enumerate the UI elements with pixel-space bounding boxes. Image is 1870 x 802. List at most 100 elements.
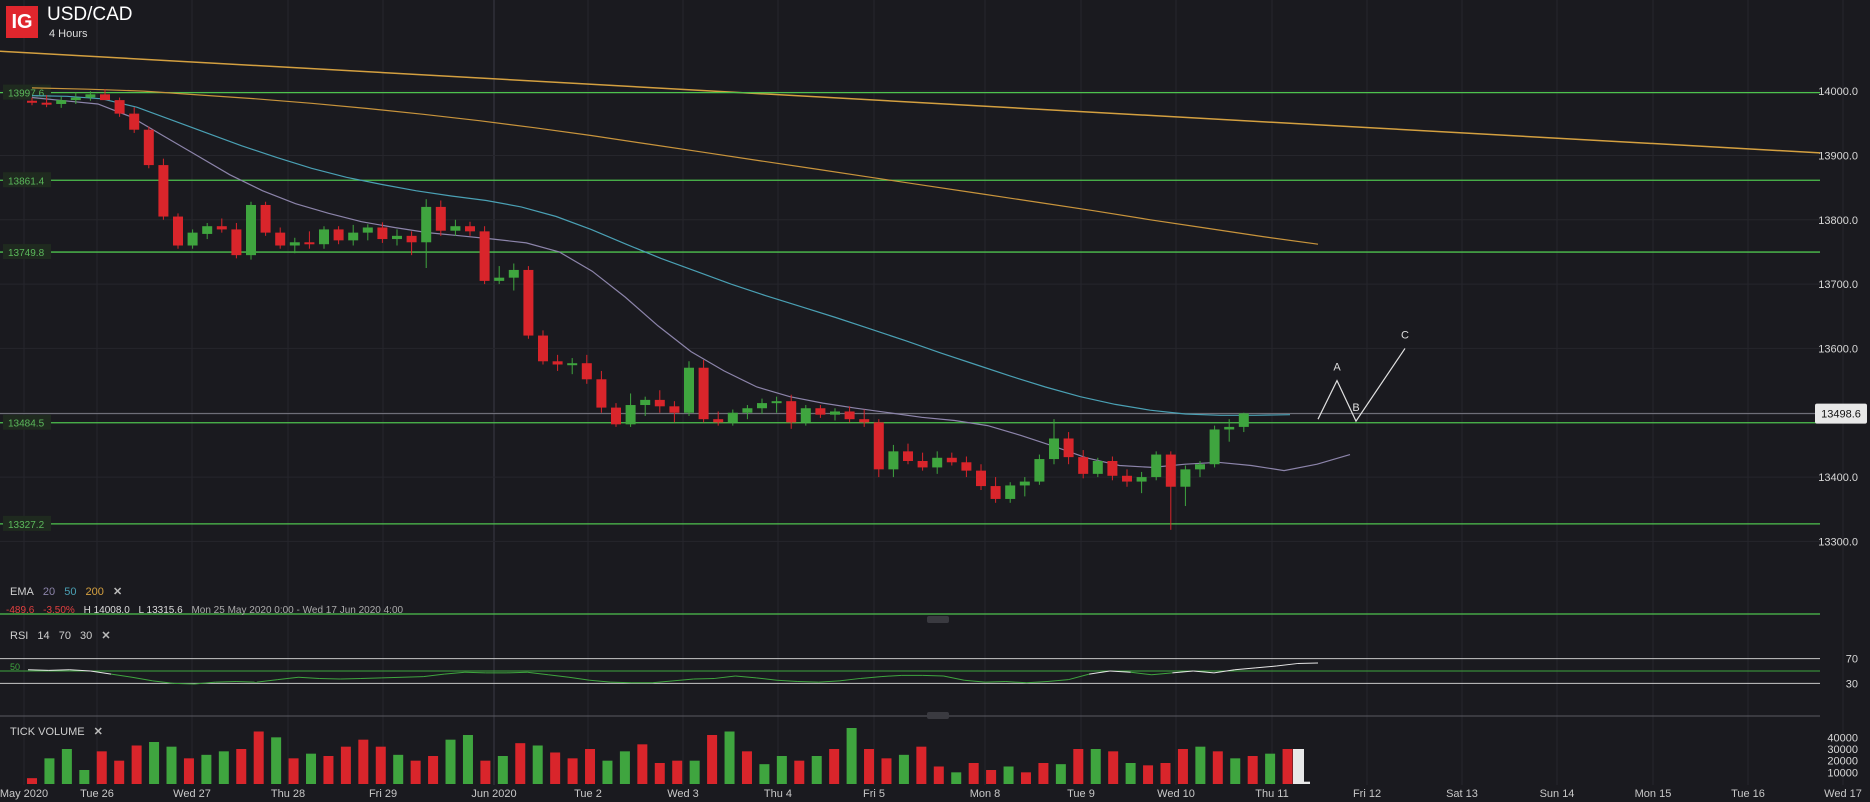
volume-bar bbox=[236, 749, 247, 784]
change-value: -489.6 bbox=[6, 605, 35, 616]
x-axis-label: Tue 2 bbox=[574, 788, 602, 800]
ema-close-icon[interactable]: ✕ bbox=[112, 586, 123, 598]
rsi-line-segment bbox=[277, 676, 299, 681]
volume-label: TICK VOLUME bbox=[10, 726, 85, 738]
rsi-period: 14 bbox=[37, 630, 50, 642]
candle bbox=[333, 229, 344, 241]
rsi-line-segment bbox=[298, 676, 320, 679]
volume-bar bbox=[445, 739, 456, 784]
level-tag bbox=[3, 515, 51, 531]
candle bbox=[100, 94, 110, 101]
volume-bar bbox=[410, 760, 421, 784]
rsi-line-segment bbox=[236, 681, 257, 683]
rsi-close-icon[interactable]: ✕ bbox=[101, 630, 111, 642]
candle bbox=[625, 405, 636, 425]
volume-bar bbox=[27, 778, 37, 784]
rsi-line-segment bbox=[548, 674, 570, 678]
ema-label: EMA bbox=[10, 586, 34, 598]
rsi-line-segment bbox=[1026, 681, 1048, 684]
rsi-line-segment bbox=[1089, 670, 1111, 675]
rsi-line-segment bbox=[464, 671, 486, 674]
rsi-line-segment bbox=[1297, 662, 1319, 665]
candle bbox=[1151, 454, 1162, 478]
volume-tick-label: 30000 bbox=[1827, 744, 1858, 756]
candle bbox=[844, 411, 855, 420]
rsi-line-segment bbox=[818, 680, 840, 683]
rsi-line-segment bbox=[27, 669, 49, 671]
volume-bar bbox=[306, 753, 317, 784]
candle bbox=[319, 229, 329, 245]
x-axis-label: Wed 17 bbox=[1824, 788, 1862, 800]
rsi-line-segment bbox=[444, 671, 465, 675]
volume-bar bbox=[131, 745, 142, 784]
rsi-line-segment bbox=[360, 677, 382, 679]
rsi-line-segment bbox=[1213, 669, 1235, 674]
panel-resize-handle bbox=[927, 712, 949, 719]
candle bbox=[246, 204, 256, 256]
level-label: 13484.5 bbox=[8, 419, 45, 430]
volume-bar bbox=[846, 728, 857, 784]
volume-bar bbox=[619, 751, 630, 784]
wave-label: A bbox=[1333, 362, 1341, 374]
volume-bar bbox=[1038, 763, 1049, 784]
volume-bar bbox=[1300, 781, 1310, 784]
level-label: 13749.8 bbox=[8, 248, 45, 259]
rsi-label: RSI bbox=[10, 630, 29, 642]
level-tag bbox=[3, 244, 51, 260]
candle bbox=[713, 419, 724, 423]
candle bbox=[976, 470, 986, 487]
x-axis-label: Mon 8 bbox=[970, 788, 1001, 800]
candle bbox=[1107, 460, 1118, 476]
rsi-line-segment bbox=[256, 679, 278, 683]
volume-close-icon[interactable]: ✕ bbox=[93, 726, 103, 738]
volume-bar bbox=[1177, 749, 1188, 784]
volume-bar bbox=[724, 731, 735, 784]
volume-bar bbox=[898, 754, 909, 784]
rsi-line-segment bbox=[1255, 665, 1277, 669]
volume-bar bbox=[96, 751, 107, 784]
candle bbox=[377, 227, 388, 240]
volume-bar bbox=[532, 745, 543, 784]
volume-bar bbox=[916, 746, 927, 784]
candle bbox=[859, 419, 870, 423]
candle bbox=[435, 206, 446, 231]
volume-bar bbox=[567, 758, 578, 784]
candle bbox=[742, 408, 753, 413]
volume-tick-label: 40000 bbox=[1827, 732, 1858, 744]
low-value: L 13315.6 bbox=[138, 605, 183, 616]
candle bbox=[304, 242, 315, 245]
x-axis-label: May 2020 bbox=[0, 788, 48, 800]
wave-label: C bbox=[1401, 329, 1409, 341]
candle bbox=[888, 451, 899, 470]
candle bbox=[231, 229, 242, 256]
rsi-tick-label: 70 bbox=[1846, 654, 1858, 666]
volume-bar bbox=[1020, 772, 1031, 784]
x-axis-label: Jun 2020 bbox=[471, 788, 516, 800]
volume-bar bbox=[218, 751, 229, 784]
rsi-line-segment bbox=[194, 681, 216, 685]
candle bbox=[684, 367, 694, 413]
rsi-tick-label: 30 bbox=[1846, 678, 1858, 690]
volume-bar bbox=[689, 760, 700, 784]
y-tick-label: 13300.0 bbox=[1818, 536, 1858, 548]
candle bbox=[392, 235, 402, 240]
volume-bar bbox=[149, 742, 160, 784]
candle bbox=[654, 399, 665, 407]
x-axis-label: Thu 11 bbox=[1255, 788, 1288, 800]
wave-label: B bbox=[1352, 402, 1359, 414]
volume-bar bbox=[794, 760, 805, 784]
rsi-line-segment bbox=[1234, 667, 1256, 671]
timeframe-label: 4 Hours bbox=[49, 28, 88, 40]
rsi-line-segment bbox=[922, 674, 944, 677]
ema-period-20: 20 bbox=[42, 586, 56, 598]
candle bbox=[56, 100, 67, 104]
candle bbox=[70, 97, 81, 101]
volume-bar bbox=[1212, 751, 1223, 784]
candle bbox=[815, 408, 826, 415]
volume-bar bbox=[183, 758, 194, 784]
volume-bar bbox=[1003, 766, 1014, 784]
volume-bar bbox=[1160, 763, 1171, 784]
candle bbox=[158, 165, 169, 217]
rsi-level-50: 50 bbox=[10, 662, 21, 672]
